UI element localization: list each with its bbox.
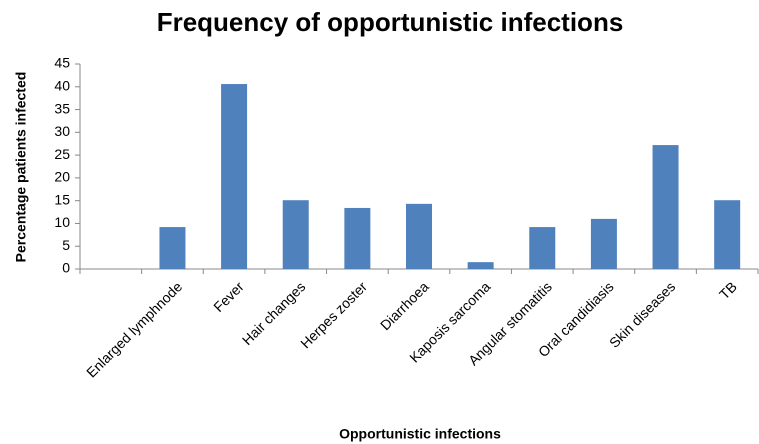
y-tick-label: 20	[54, 169, 70, 185]
y-tick-label: 40	[54, 77, 70, 93]
y-tick-label: 35	[54, 100, 70, 116]
bar	[344, 207, 371, 269]
x-tick-label: Hair changes	[239, 278, 309, 348]
bar	[159, 227, 186, 269]
y-tick-label: 10	[54, 214, 70, 230]
y-tick-label: 30	[54, 123, 70, 139]
bar	[529, 227, 556, 269]
y-tick-label: 0	[62, 260, 70, 276]
y-tick-label: 15	[54, 191, 70, 207]
x-tick-label: Herpes zoster	[297, 278, 370, 351]
bar	[467, 262, 494, 269]
y-tick-label: 25	[54, 146, 70, 162]
chart-title: Frequency of opportunistic infections	[157, 7, 624, 37]
x-tick-label: Fever	[210, 278, 247, 315]
x-tick-label: TB	[716, 278, 740, 302]
x-axis-title: Opportunistic infections	[339, 426, 501, 442]
bar	[590, 218, 617, 269]
y-tick-label: 5	[62, 237, 70, 253]
bar	[406, 203, 432, 269]
x-tick-label: Skin diseases	[606, 278, 678, 350]
bar	[221, 84, 248, 270]
bar	[714, 200, 741, 269]
bar	[282, 200, 309, 269]
y-axis-title: Percentage patients infected	[13, 72, 29, 263]
x-tick-label: Diarrhoea	[377, 278, 432, 333]
y-tick-label: 45	[54, 55, 70, 71]
bar	[652, 145, 679, 269]
x-tick-label: Enlarged lymphnode	[83, 278, 185, 380]
